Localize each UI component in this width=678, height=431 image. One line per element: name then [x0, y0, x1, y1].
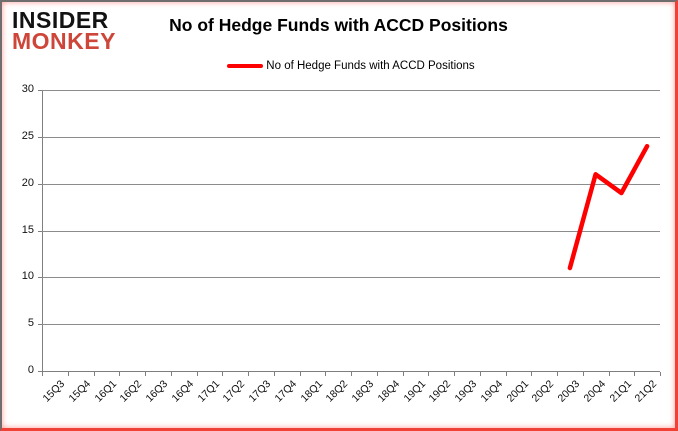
y-axis-label: 20 — [21, 176, 34, 189]
x-axis-label: 17Q4 — [272, 378, 300, 405]
x-axis-tick — [608, 372, 610, 376]
x-axis-label: 20Q1 — [504, 378, 531, 405]
x-axis-tick — [299, 372, 301, 376]
plot-area: 0 5 10 15 20 25 30 15Q3 15Q4 16Q1 16Q2 16Q3 16Q4 17Q1… — [22, 83, 661, 405]
x-axis-line — [38, 371, 660, 372]
y-axis-tick — [38, 136, 42, 138]
y-axis-tick — [38, 230, 42, 232]
x-axis-tick — [479, 372, 481, 376]
hedge-funds-series-line — [567, 143, 650, 271]
x-axis-label: 20Q3 — [555, 378, 583, 405]
y-axis-label: 5 — [27, 317, 34, 330]
x-axis-label: 18Q4 — [375, 378, 403, 405]
x-axis-label: 16Q1 — [92, 378, 119, 405]
x-axis-tick — [582, 372, 584, 376]
y-axis-tick — [38, 277, 42, 279]
y-axis-label: 10 — [21, 270, 34, 283]
x-axis-label: 18Q2 — [323, 378, 351, 405]
x-axis-label: 21Q1 — [607, 378, 634, 405]
x-axis-label: 20Q4 — [581, 378, 609, 405]
x-axis-tick — [376, 372, 378, 376]
x-axis-tick — [505, 372, 507, 376]
y-axis-tick — [38, 371, 42, 372]
gridline — [42, 324, 660, 326]
x-axis-label: 16Q2 — [117, 378, 145, 405]
gridline — [42, 183, 660, 185]
y-axis-label: 15 — [21, 223, 34, 236]
logo-line-insider: INSIDER — [12, 7, 109, 33]
gridline — [42, 277, 660, 279]
x-axis-label: 15Q3 — [40, 378, 68, 405]
x-axis-label: 17Q1 — [195, 378, 222, 405]
x-axis-tick — [531, 372, 533, 376]
x-axis-tick — [557, 372, 558, 376]
x-axis-tick — [248, 372, 249, 376]
x-axis-tick — [222, 372, 224, 376]
x-axis-label: 19Q4 — [478, 378, 506, 405]
y-axis-label: 0 — [27, 364, 34, 376]
legend-label: No of Hedge Funds with ACCD Positions — [266, 60, 475, 72]
x-axis-label: 19Q1 — [401, 378, 428, 405]
y-axis-label: 25 — [21, 129, 34, 142]
x-axis-label: 19Q3 — [452, 378, 480, 405]
x-axis-tick — [428, 372, 430, 376]
x-axis-tick — [351, 372, 352, 376]
x-axis-tick — [93, 372, 95, 376]
insider-monkey-logo: INSIDER MONKEY — [12, 7, 116, 55]
x-axis-label: 17Q2 — [220, 378, 248, 405]
x-axis-tick — [454, 372, 455, 376]
chart-title: No of Hedge Funds with ACCD Positions — [169, 15, 508, 35]
y-axis-tick — [38, 324, 42, 326]
logo-line-monkey: MONKEY — [12, 28, 116, 55]
x-axis-tick — [170, 372, 172, 376]
y-axis-label: 30 — [21, 83, 34, 95]
x-axis-label: 15Q4 — [66, 378, 94, 405]
x-axis-tick — [325, 372, 327, 376]
x-axis-tick — [67, 372, 69, 376]
gridline — [42, 230, 660, 232]
x-axis-label: 17Q3 — [246, 378, 274, 405]
x-axis-label: 21Q2 — [632, 378, 660, 405]
gridline — [42, 90, 660, 91]
y-axis-tick — [38, 183, 42, 185]
x-axis-label: 18Q1 — [298, 378, 325, 405]
x-axis-tick — [145, 372, 146, 376]
x-axis-label: 19Q2 — [426, 378, 454, 405]
x-axis-tick — [660, 372, 661, 376]
x-axis-tick — [42, 372, 43, 376]
x-axis-tick — [119, 372, 121, 376]
gridline — [42, 136, 660, 138]
x-axis-tick — [402, 372, 404, 376]
x-axis-label: 20Q2 — [529, 378, 557, 405]
x-axis-label: 16Q3 — [143, 378, 171, 405]
x-axis-tick — [196, 372, 198, 376]
legend-line-swatch — [227, 63, 264, 69]
series-line-svg — [567, 143, 650, 271]
x-axis-label: 16Q4 — [169, 378, 197, 405]
y-axis-tick — [38, 90, 42, 91]
legend: No of Hedge Funds with ACCD Positions — [42, 60, 660, 72]
x-axis-tick — [273, 372, 275, 376]
x-axis-tick — [634, 372, 636, 376]
x-axis-label: 18Q3 — [349, 378, 377, 405]
